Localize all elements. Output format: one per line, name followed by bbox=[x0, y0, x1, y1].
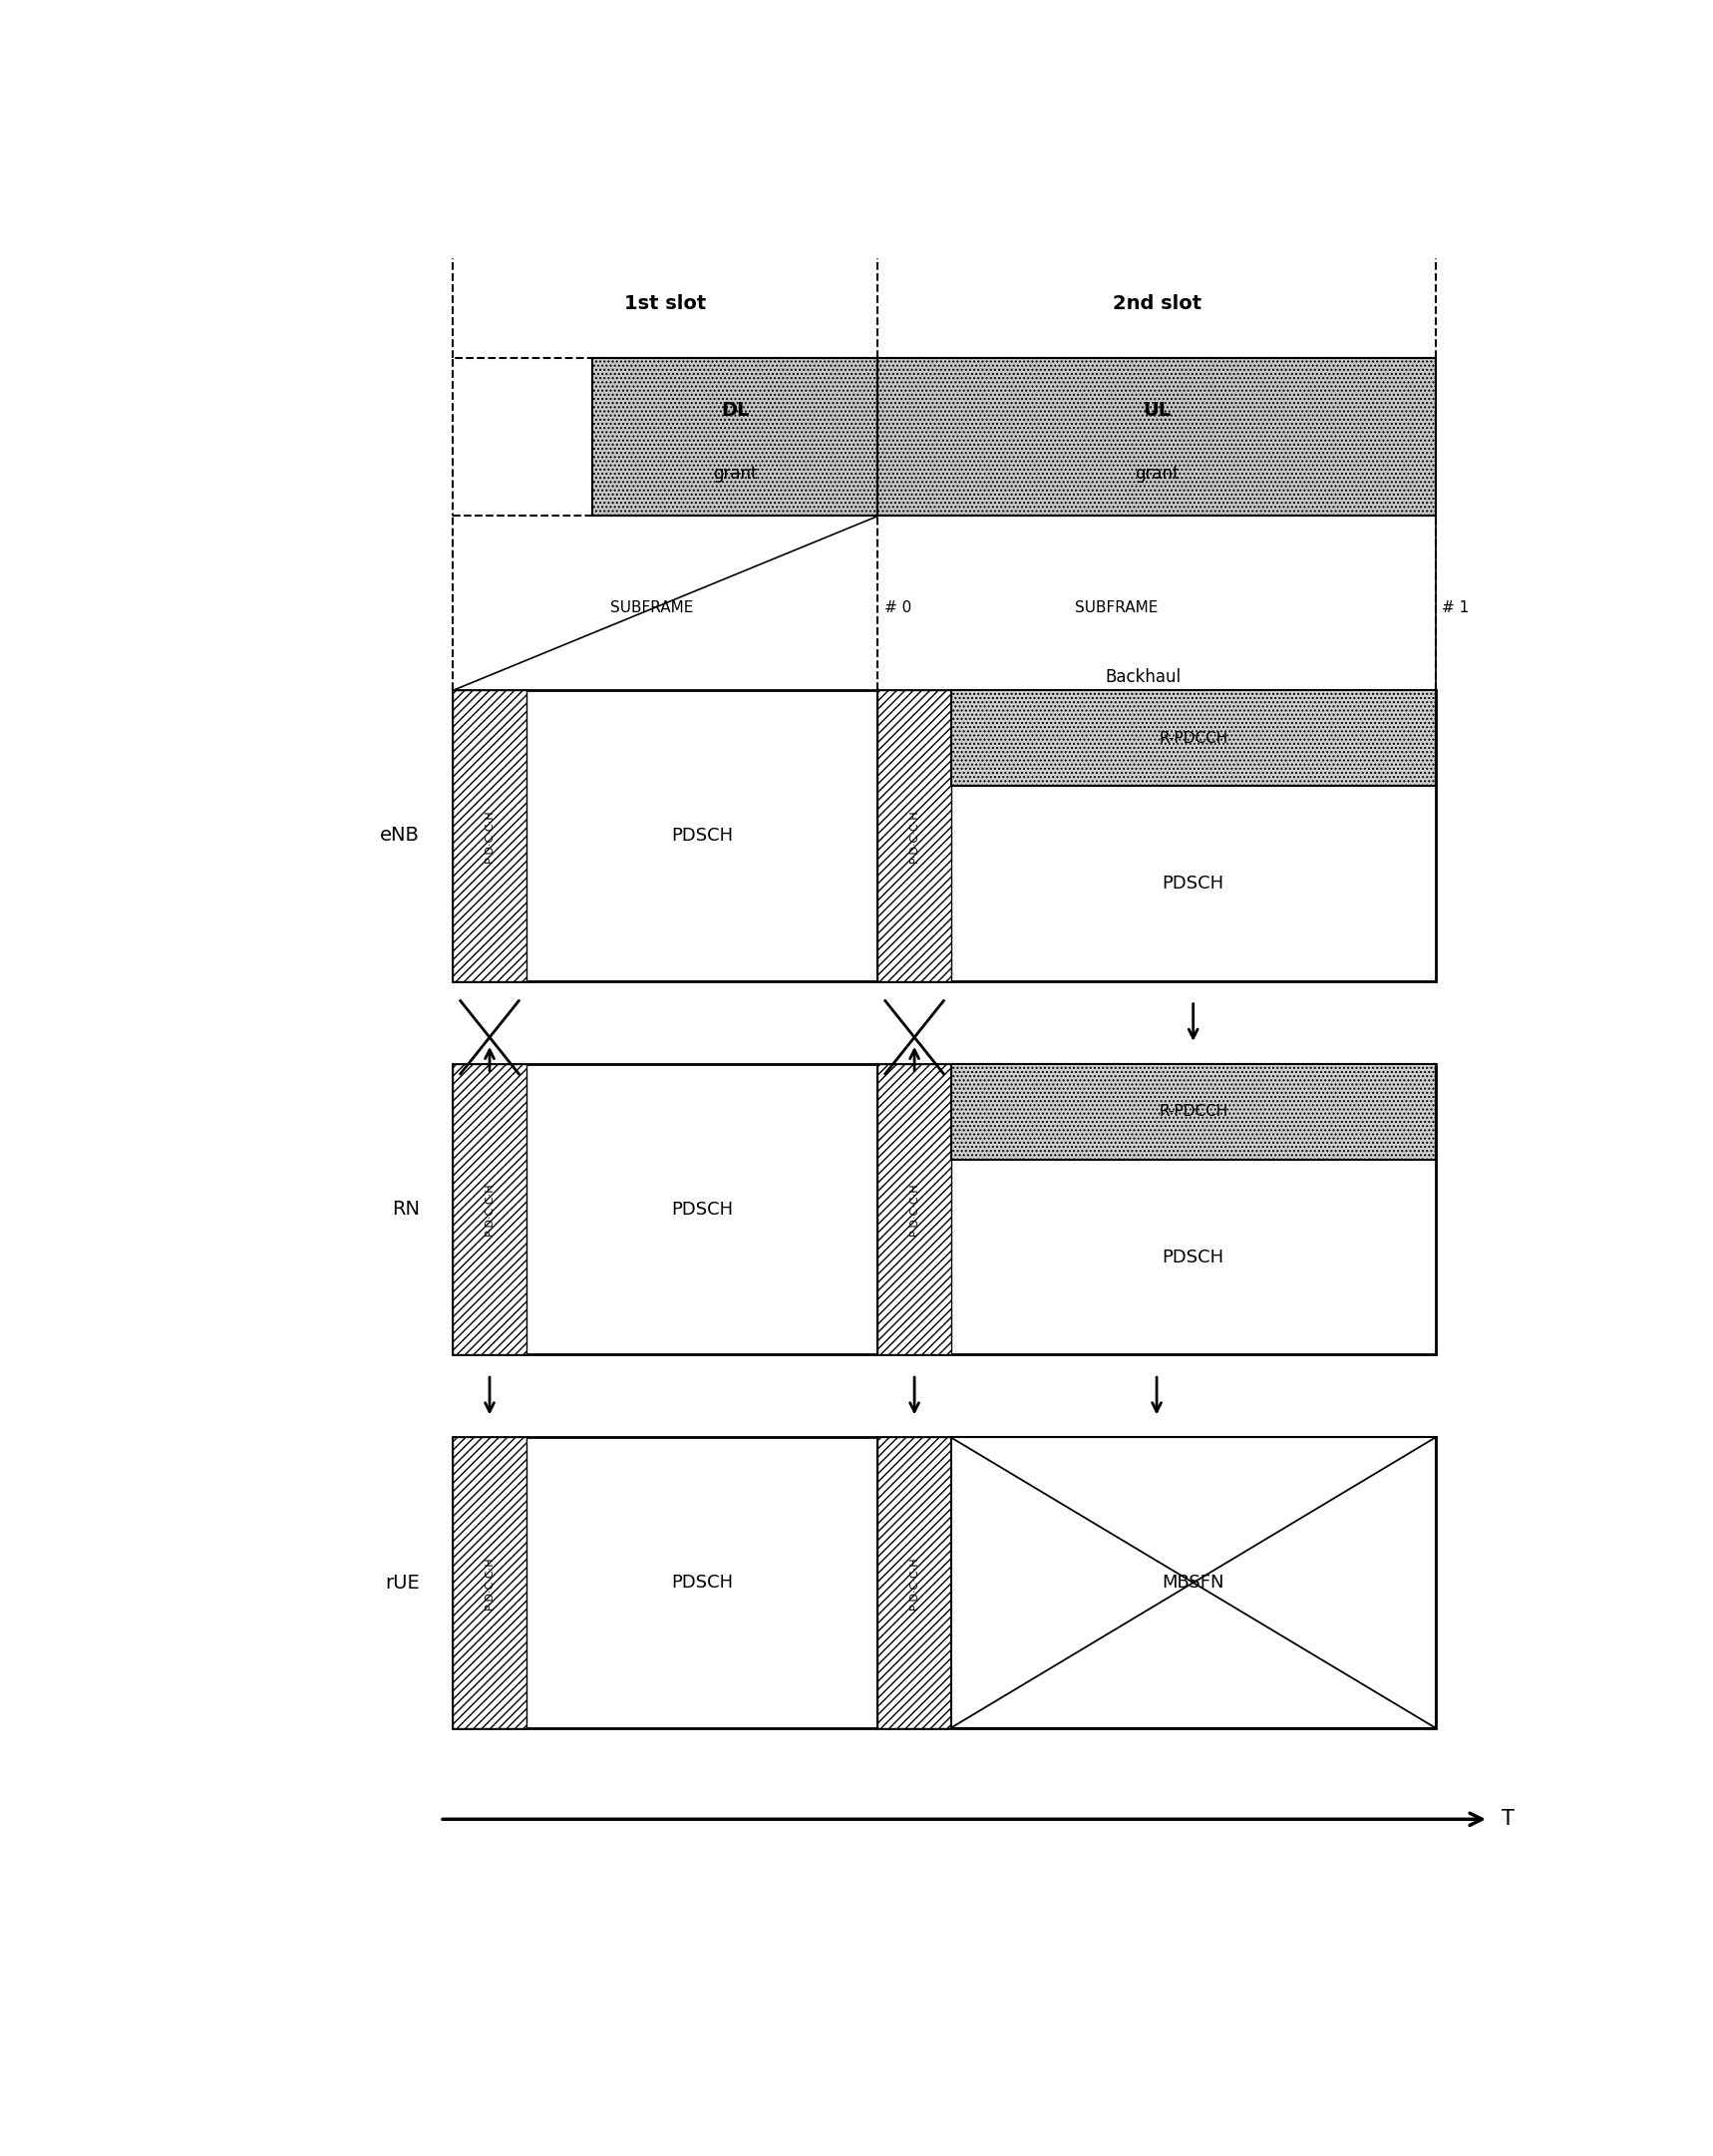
Text: P·D·C·C·H: P·D·C·C·H bbox=[910, 1557, 920, 1608]
Text: P·D·C·C·H: P·D·C·C·H bbox=[910, 808, 920, 862]
Bar bbox=[593, 358, 879, 515]
Text: eNB: eNB bbox=[380, 826, 420, 845]
Bar bbox=[452, 358, 1435, 515]
Text: PDSCH: PDSCH bbox=[671, 826, 733, 845]
Text: rUE: rUE bbox=[385, 1574, 420, 1591]
Text: PDSCH: PDSCH bbox=[671, 1574, 733, 1591]
Text: grant: grant bbox=[1134, 464, 1179, 483]
Bar bbox=[877, 690, 951, 981]
Bar bbox=[452, 1438, 526, 1727]
Text: MBSFN: MBSFN bbox=[1161, 1574, 1225, 1591]
Text: R-PDCCH: R-PDCCH bbox=[1158, 731, 1228, 746]
Text: PDSCH: PDSCH bbox=[1161, 875, 1225, 893]
Text: SUBFRAME: SUBFRAME bbox=[610, 599, 694, 614]
Text: R-PDCCH: R-PDCCH bbox=[1158, 1104, 1228, 1119]
Text: Backhaul: Backhaul bbox=[1105, 668, 1182, 686]
Text: PDSCH: PDSCH bbox=[671, 1201, 733, 1218]
Text: DL: DL bbox=[721, 401, 749, 420]
Bar bbox=[452, 1438, 1435, 1727]
Text: 1st slot: 1st slot bbox=[625, 293, 706, 313]
Text: SUBFRAME: SUBFRAME bbox=[1076, 599, 1158, 614]
Text: UL: UL bbox=[1143, 401, 1170, 420]
Bar bbox=[452, 1063, 526, 1354]
Bar bbox=[951, 1438, 1435, 1727]
Text: # 0: # 0 bbox=[884, 599, 911, 614]
Text: 2nd slot: 2nd slot bbox=[1112, 293, 1201, 313]
Bar bbox=[452, 690, 526, 981]
Bar bbox=[877, 1438, 951, 1727]
Text: P·D·C·C·H: P·D·C·C·H bbox=[485, 1181, 495, 1235]
Text: PDSCH: PDSCH bbox=[1161, 1248, 1225, 1266]
Text: grant: grant bbox=[713, 464, 757, 483]
Bar bbox=[951, 1063, 1435, 1160]
Text: RN: RN bbox=[392, 1199, 420, 1218]
Text: # 1: # 1 bbox=[1442, 599, 1470, 614]
Bar bbox=[452, 690, 1435, 981]
Bar bbox=[951, 690, 1435, 787]
Text: P·D·C·C·H: P·D·C·C·H bbox=[910, 1181, 920, 1235]
Bar bbox=[877, 1063, 951, 1354]
Text: P·D·C·C·H: P·D·C·C·H bbox=[485, 1557, 495, 1608]
Text: P·D·C·C·H: P·D·C·C·H bbox=[485, 808, 495, 862]
Bar bbox=[877, 358, 1435, 515]
Text: T: T bbox=[1502, 1809, 1514, 1828]
Bar bbox=[452, 1063, 1435, 1354]
